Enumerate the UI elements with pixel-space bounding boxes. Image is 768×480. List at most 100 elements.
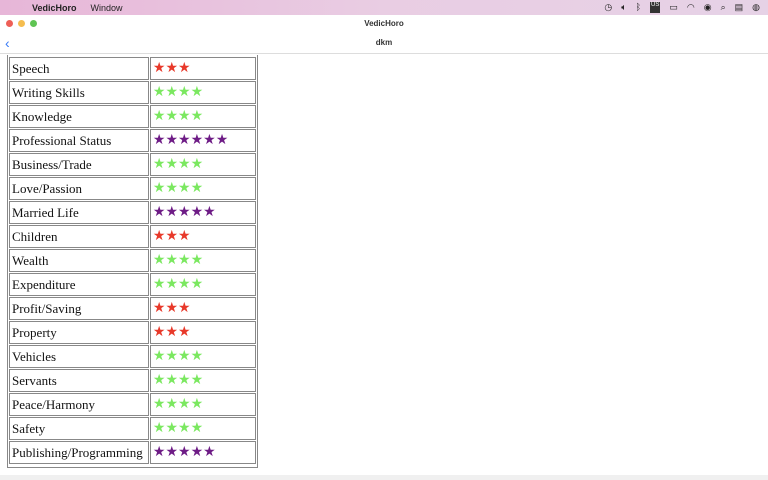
star-icon: ★ [152, 85, 166, 100]
star-icon: ★ [152, 349, 166, 364]
row-label: Vehicles [9, 345, 149, 368]
table-row: Speech ★★★ [9, 57, 256, 80]
table-row: Peace/Harmony ★★★★ [9, 393, 256, 416]
minimize-button[interactable] [18, 20, 25, 27]
status-icons: ◷ 🔈︎ ᛒ US ▭ ◠ ◉ ⌕ ▤ ◍ [604, 2, 760, 13]
star-icon: ★ [190, 349, 204, 364]
star-rating: ★★★★★ [149, 441, 256, 464]
row-label: Knowledge [9, 105, 149, 128]
star-icon: ★ [178, 349, 191, 364]
star-rating: ★★★★★★ [149, 129, 256, 152]
user-icon[interactable]: ◉ [703, 2, 712, 12]
close-button[interactable] [6, 20, 13, 27]
star-icon: ★ [178, 421, 191, 436]
zoom-button[interactable] [30, 20, 37, 27]
star-icon: ★ [165, 181, 178, 196]
star-rating: ★★★ [149, 297, 256, 320]
row-label: Speech [9, 57, 149, 80]
row-label: Children [9, 225, 149, 248]
input-us-icon[interactable]: US [650, 2, 661, 13]
window-menu[interactable]: Window [90, 2, 123, 13]
star-icon: ★ [152, 205, 166, 220]
star-icon: ★ [165, 133, 178, 148]
star-icon: ★ [190, 373, 204, 388]
star-icon: ★ [165, 349, 178, 364]
star-icon: ★ [190, 445, 204, 460]
row-label: Love/Passion [9, 177, 149, 200]
star-rating: ★★★★ [149, 369, 256, 392]
volume-icon[interactable]: 🔈︎ [621, 2, 627, 12]
star-rating: ★★★★ [149, 273, 256, 296]
nav-title: dkm [375, 38, 393, 47]
star-icon: ★ [152, 277, 166, 292]
star-rating: ★★★★ [149, 81, 256, 104]
table-row: Business/Trade ★★★★ [9, 153, 256, 176]
table-row: Safety ★★★★ [9, 417, 256, 440]
star-icon: ★ [152, 109, 166, 124]
star-icon: ★ [190, 157, 204, 172]
star-icon: ★ [165, 85, 178, 100]
ratings-table-container: Speech ★★★ Writing Skills ★★★★ Knowledge ★★★★… [7, 55, 258, 468]
table-row: Publishing/Programming ★★★★★ [9, 441, 256, 464]
row-label: Professional Status [9, 129, 149, 152]
table-row: Love/Passion ★★★★ [9, 177, 256, 200]
window-title: VedicHoro [364, 19, 404, 28]
star-icon: ★ [203, 445, 216, 460]
star-icon: ★ [190, 109, 204, 124]
star-icon: ★ [178, 181, 191, 196]
star-icon: ★ [190, 421, 204, 436]
clock-icon[interactable]: ◷ [604, 2, 613, 12]
row-label: Writing Skills [9, 81, 149, 104]
star-icon: ★ [152, 181, 166, 196]
row-label: Peace/Harmony [9, 393, 149, 416]
star-icon: ★ [203, 205, 216, 220]
row-label: Safety [9, 417, 149, 440]
table-row: Married Life ★★★★★ [9, 201, 256, 224]
table-row: Expenditure ★★★★ [9, 273, 256, 296]
star-icon: ★ [165, 229, 178, 244]
star-icon: ★ [152, 325, 166, 340]
star-icon: ★ [178, 157, 191, 172]
star-icon: ★ [178, 109, 191, 124]
star-icon: ★ [190, 277, 204, 292]
star-rating: ★★★★★ [149, 201, 256, 224]
star-icon: ★ [178, 277, 191, 292]
table-row: Profit/Saving ★★★ [9, 297, 256, 320]
star-icon: ★ [190, 181, 204, 196]
star-icon: ★ [152, 301, 166, 316]
star-icon: ★ [178, 301, 191, 316]
bluetooth-icon[interactable]: ᛒ [635, 2, 641, 12]
control-center-icon[interactable]: ▤ [734, 2, 744, 12]
star-rating: ★★★★ [149, 345, 256, 368]
row-label: Property [9, 321, 149, 344]
back-button[interactable]: ‹ [5, 35, 10, 51]
table-row: Vehicles ★★★★ [9, 345, 256, 368]
siri-icon[interactable]: ◍ [752, 2, 760, 12]
star-rating: ★★★ [149, 57, 256, 80]
title-bar: VedicHoro [0, 15, 768, 32]
star-icon: ★ [152, 421, 166, 436]
star-icon: ★ [165, 277, 178, 292]
table-row: Wealth ★★★★ [9, 249, 256, 272]
star-icon: ★ [178, 205, 191, 220]
star-rating: ★★★★ [149, 417, 256, 440]
star-icon: ★ [165, 301, 178, 316]
nav-bar: ‹ dkm [0, 32, 768, 54]
row-label: Servants [9, 369, 149, 392]
bottom-edge [0, 475, 768, 480]
row-label: Married Life [9, 201, 149, 224]
menu-bar: VedicHoro Window ◷ 🔈︎ ᛒ US ▭ ◠ ◉ ⌕ ▤ ◍ [0, 0, 768, 15]
star-icon: ★ [165, 325, 178, 340]
star-icon: ★ [165, 205, 178, 220]
star-icon: ★ [152, 373, 166, 388]
star-icon: ★ [152, 61, 166, 76]
row-label: Expenditure [9, 273, 149, 296]
star-icon: ★ [203, 133, 216, 148]
star-icon: ★ [165, 109, 178, 124]
app-menu[interactable]: VedicHoro [32, 2, 77, 13]
battery-icon[interactable]: ▭ [669, 2, 678, 12]
wifi-icon[interactable]: ◠ [686, 2, 695, 12]
star-rating: ★★★★ [149, 249, 256, 272]
search-icon[interactable]: ⌕ [720, 2, 726, 12]
star-rating: ★★★★ [149, 177, 256, 200]
